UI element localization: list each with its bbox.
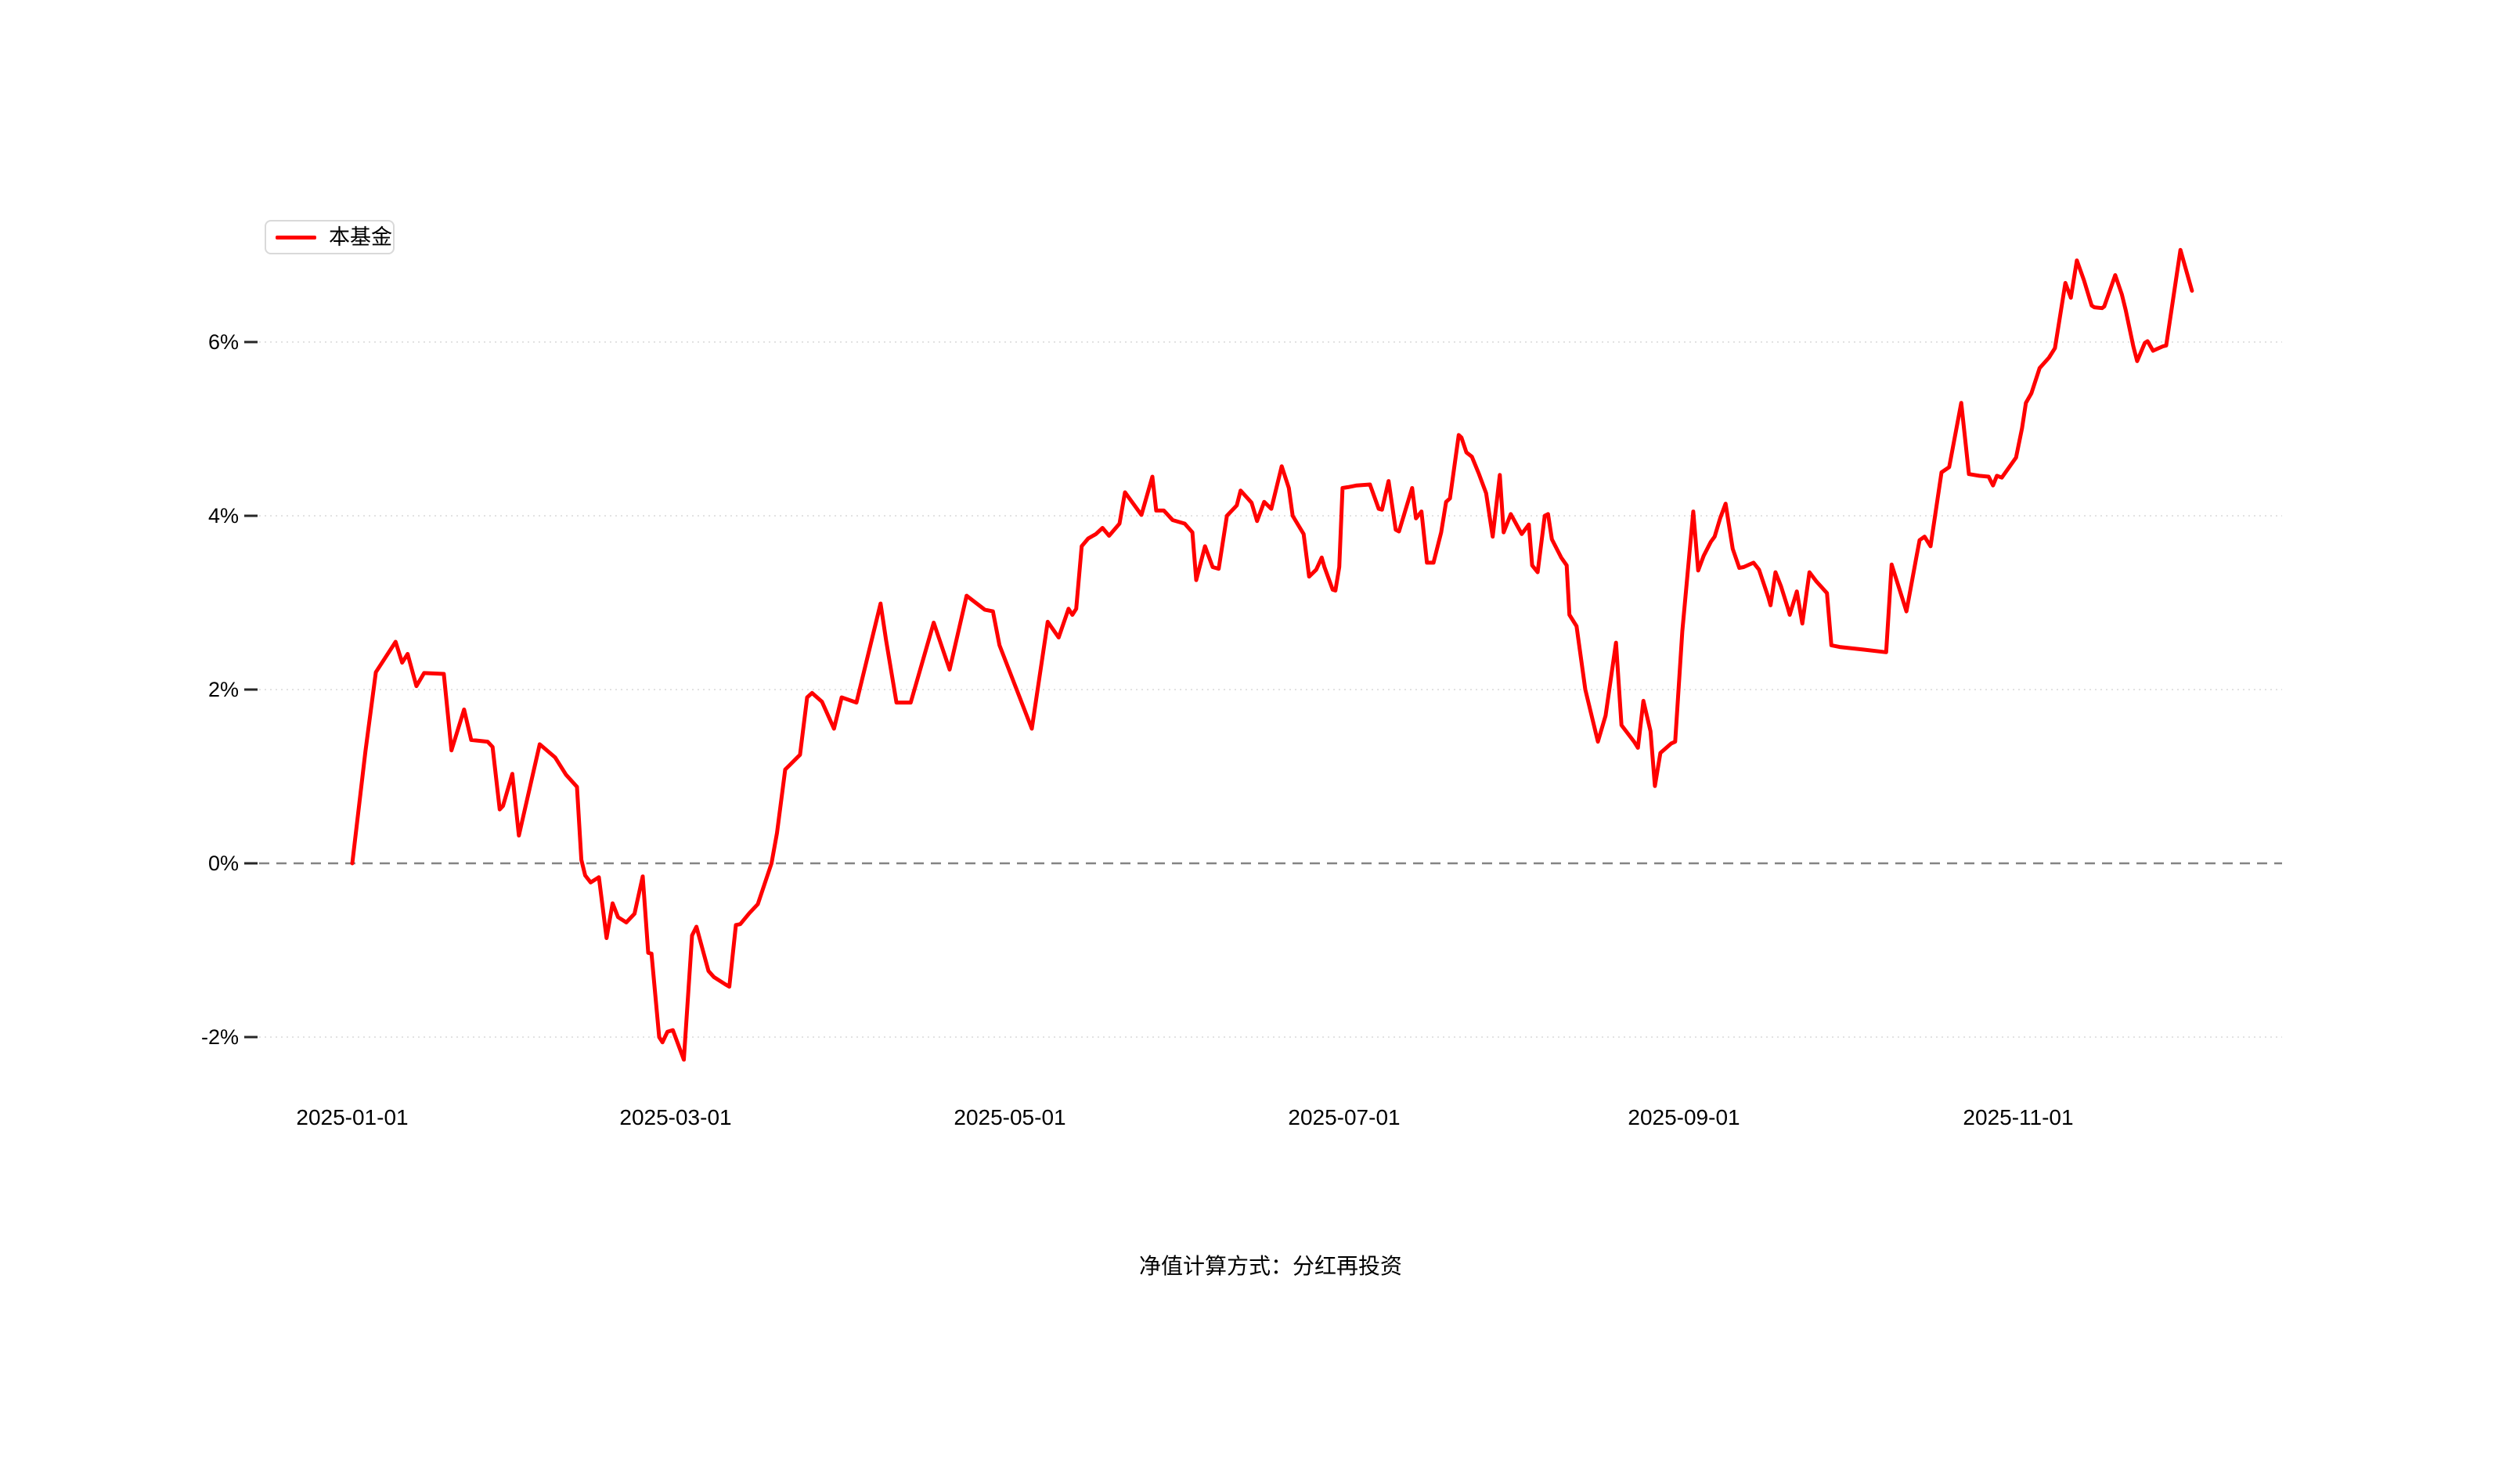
legend-line-icon	[276, 235, 316, 240]
y-tick-label: 0%	[208, 852, 239, 875]
x-tick-label: 2025-03-01	[619, 1105, 731, 1129]
legend-label: 本基金	[329, 225, 392, 249]
y-tick-label: 6%	[208, 330, 239, 354]
x-tick-label: 2025-01-01	[296, 1105, 408, 1129]
y-tick-label: 4%	[208, 504, 239, 528]
x-tick-label: 2025-07-01	[1288, 1105, 1400, 1129]
net-value-caption: 净值计算方式：分红再投资	[1138, 1254, 1402, 1278]
legend-item-fund[interactable]: 本基金	[265, 220, 395, 254]
y-tick-label: 2%	[208, 678, 239, 701]
x-tick-label: 2025-09-01	[1628, 1105, 1740, 1129]
x-tick-label: 2025-05-01	[954, 1105, 1065, 1129]
series-line-fund	[350, 247, 2194, 1062]
x-tick-label: 2025-11-01	[1963, 1105, 2073, 1129]
y-tick-label: -2%	[201, 1025, 239, 1049]
